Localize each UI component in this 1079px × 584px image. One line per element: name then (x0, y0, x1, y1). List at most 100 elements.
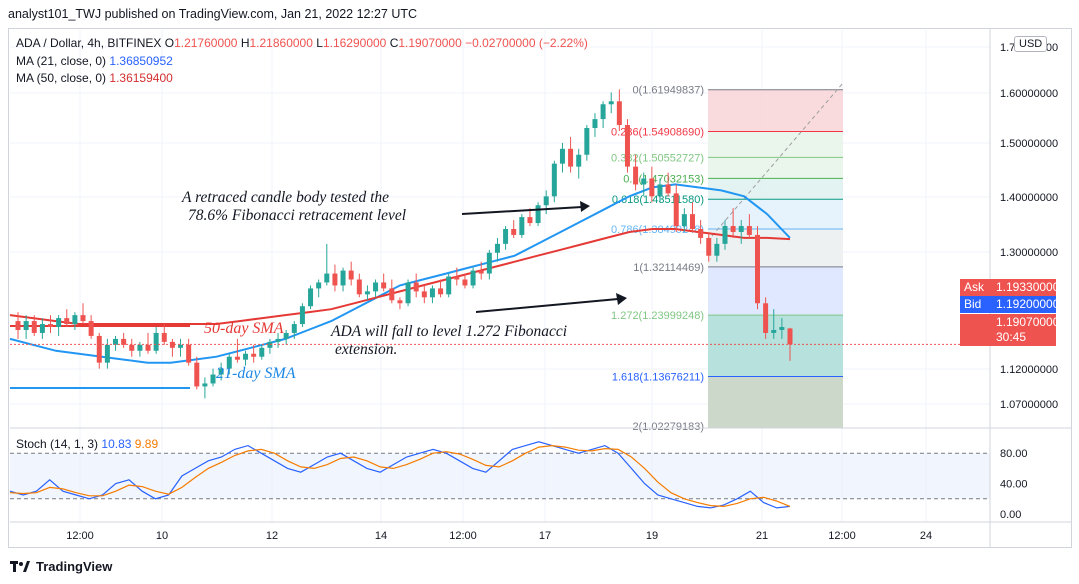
candle-body (576, 154, 582, 167)
candle-body (308, 288, 314, 307)
ma50-legend[interactable]: MA (50, close, 0) 1.36159400 (16, 71, 173, 85)
candle-body (681, 214, 687, 227)
candle-body (373, 282, 379, 292)
bar-countdown: 30:45 (996, 330, 1027, 344)
candle-body (641, 178, 647, 185)
fib-zone (708, 131, 843, 158)
tradingview-footer[interactable]: TradingView (10, 559, 112, 574)
ma21-value: 1.36850952 (109, 54, 173, 68)
candle-body (145, 344, 151, 351)
time-tick-label: 10 (156, 530, 168, 542)
symbol-name[interactable]: ADA / Dollar, 4h, BITFINEX (16, 36, 162, 50)
annotation-retracement-line2: 78.6% Fibonacci retracement level (188, 207, 407, 224)
time-tick-label: 12:00 (828, 530, 856, 542)
fib-level-label: 2(1.02279183) (632, 421, 704, 433)
time-tick-label: 24 (920, 530, 932, 542)
time-tick-label: 17 (539, 530, 551, 542)
candle-body (381, 282, 387, 289)
candle-body (421, 291, 427, 298)
symbol-legend: ADA / Dollar, 4h, BITFINEX O1.21760000 H… (16, 36, 588, 50)
candle-body (194, 362, 200, 387)
stoch-d-value: 9.89 (134, 437, 159, 451)
ma50-value: 1.36159400 (109, 71, 173, 85)
candle-body (722, 226, 728, 244)
open-value: 1.21760000 (174, 36, 238, 50)
fib-trend-line (711, 82, 844, 237)
annotation-arrows (461, 201, 627, 313)
candle-body (39, 324, 45, 333)
fib-zone (708, 376, 843, 428)
candle-body (787, 328, 793, 345)
candle-body (153, 332, 159, 351)
candle-body (438, 288, 444, 295)
candle-body (503, 229, 509, 244)
arrow-target-head (616, 293, 627, 305)
sma21-label[interactable]: 21-day SMA (216, 365, 296, 382)
low-label: L (316, 36, 323, 50)
candle-body (48, 324, 54, 328)
candle-body (389, 288, 395, 301)
time-tick-label: 21 (756, 530, 768, 542)
arrow-retracement (461, 206, 583, 215)
high-value: 1.21860000 (249, 36, 313, 50)
candle-body (397, 300, 403, 304)
time-tick-label: 12:00 (66, 530, 94, 542)
candle-body (234, 356, 240, 360)
bid-label: Bid (964, 297, 982, 311)
stoch-tick-label: 80.00 (1000, 448, 1028, 460)
candle-body (356, 279, 362, 295)
candle-body (267, 341, 273, 348)
candle-body (283, 332, 289, 339)
bid-tag: Bid 1.19200000 (960, 296, 1060, 313)
bid-value: 1.19200000 (996, 297, 1060, 311)
fib-level-label: 0.382(1.50552727) (611, 152, 704, 164)
candle-body (72, 315, 78, 325)
candle-body (608, 101, 614, 105)
annotation-target[interactable]: ADA will fall to level 1.272 Fibonacci e… (331, 323, 567, 359)
candle-body (730, 226, 736, 232)
ask-tag: Ask 1.19330000 (960, 279, 1059, 296)
sma50-label[interactable]: 50-day SMA (204, 320, 284, 337)
fib-zone (708, 266, 843, 316)
stoch-label: Stoch (14, 1, 3) (16, 437, 99, 451)
candle-body (202, 383, 208, 387)
price-tick-label: 1.50000000 (1000, 138, 1058, 150)
fib-level-label: 0.618(1.43511580) (612, 194, 704, 206)
fib-level-label: 0.786(1.38499248) (611, 224, 704, 236)
time-tick-label: 14 (375, 530, 387, 542)
candle-body (316, 282, 322, 289)
candle-body (494, 243, 500, 253)
candle-body (706, 237, 712, 256)
candle-body (754, 234, 760, 304)
high-label: H (240, 36, 250, 50)
candle-body (600, 104, 606, 120)
fib-level-label: 1.618(1.13676211) (612, 371, 704, 383)
candle-body (714, 243, 720, 256)
currency-button[interactable]: USD (1014, 36, 1048, 52)
candle-body (275, 338, 281, 342)
candle-body (779, 327, 785, 330)
candle-body (405, 282, 411, 304)
candle-body (519, 217, 525, 235)
candle-body (689, 214, 695, 229)
stoch-legend[interactable]: Stoch (14, 1, 3) 10.83 9.89 (16, 437, 158, 451)
fib-zone (708, 229, 843, 267)
fib-zone (708, 315, 843, 377)
candle-body (161, 332, 167, 342)
arrow-retracement-head (580, 201, 590, 212)
annotation-retracement[interactable]: A retraced candle body tested the 78.6% … (182, 189, 406, 225)
candle-body (543, 196, 549, 206)
candle-body (88, 321, 94, 336)
candle-body (771, 329, 777, 333)
ma50-line (9, 228, 791, 325)
candle-body (64, 318, 70, 325)
candle-body (657, 184, 663, 197)
candle-body (80, 315, 86, 322)
ma21-legend[interactable]: MA (21, close, 0) 1.36850952 (16, 54, 173, 68)
chart-frame (8, 28, 1072, 548)
annotation-target-line2: extension. (335, 341, 398, 358)
candle-body (210, 374, 216, 384)
tradingview-logo-icon (10, 560, 30, 573)
candle-body (698, 229, 704, 238)
